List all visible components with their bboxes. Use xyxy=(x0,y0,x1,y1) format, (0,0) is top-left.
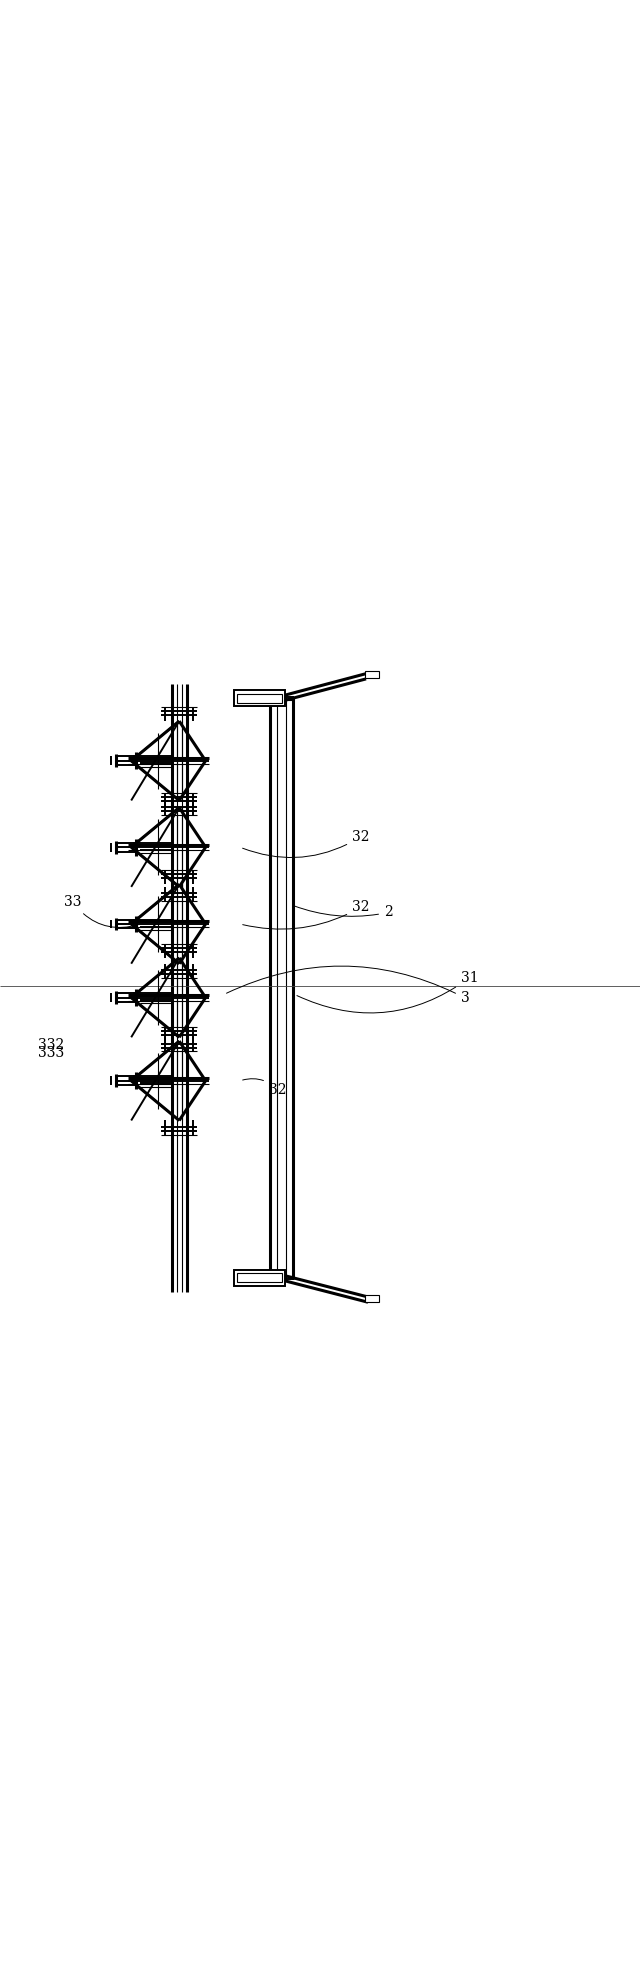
Bar xyxy=(365,670,379,678)
Text: 32: 32 xyxy=(243,901,369,929)
Text: 332: 332 xyxy=(38,1037,65,1051)
Text: 3: 3 xyxy=(227,966,470,1006)
Bar xyxy=(365,1294,379,1302)
Text: 333: 333 xyxy=(38,1045,65,1059)
Text: 2: 2 xyxy=(294,905,393,919)
Text: 31: 31 xyxy=(297,970,479,1014)
Text: 33: 33 xyxy=(64,895,138,927)
Bar xyxy=(237,694,282,703)
Bar xyxy=(237,1273,282,1282)
Bar xyxy=(234,690,285,705)
Bar xyxy=(234,1271,285,1286)
Text: 32: 32 xyxy=(243,1079,286,1097)
Text: 32: 32 xyxy=(243,830,369,858)
